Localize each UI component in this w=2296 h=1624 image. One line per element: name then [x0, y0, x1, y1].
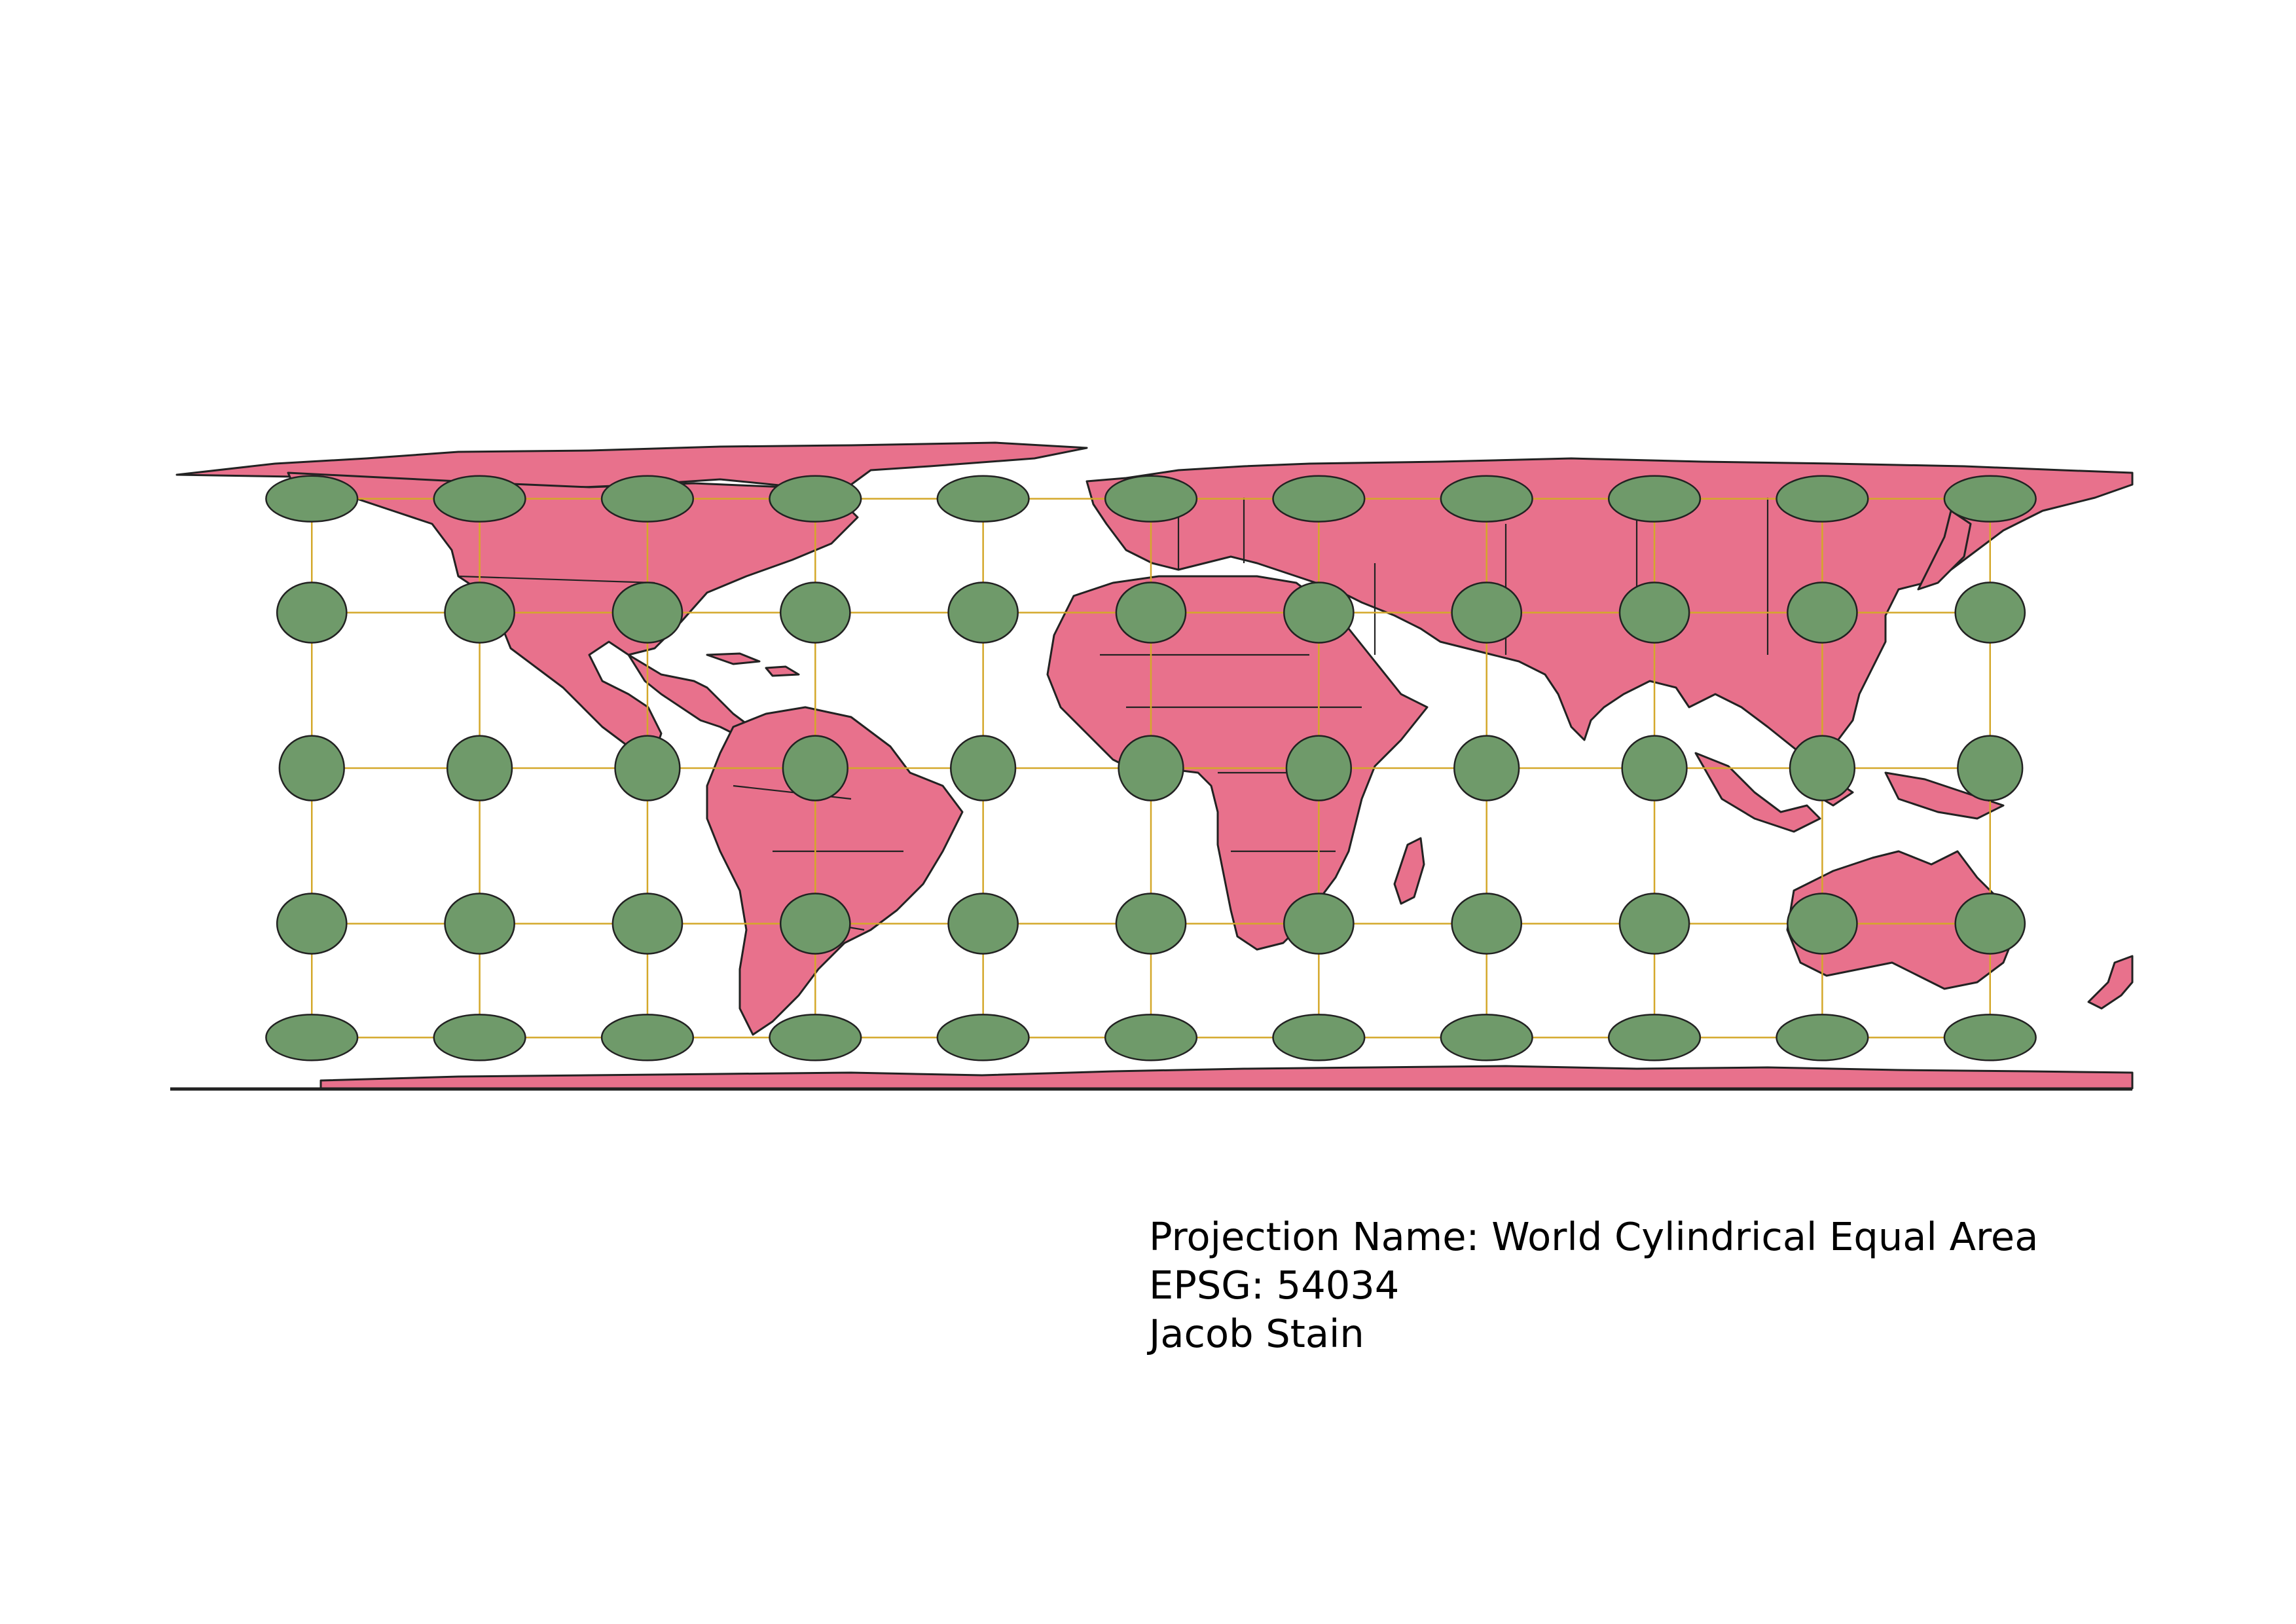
tissot-ellipse [433, 475, 526, 523]
tissot-ellipse [611, 893, 683, 955]
tissot-ellipse [276, 581, 348, 644]
tissot-ellipse [444, 581, 515, 644]
tissot-ellipse [1440, 1014, 1533, 1061]
tissot-ellipse [1283, 581, 1355, 644]
tissot-ellipse [1118, 735, 1184, 802]
land-japan [1917, 509, 1972, 591]
author-name: Jacob Stain [1149, 1311, 1364, 1356]
tissot-ellipse [936, 475, 1030, 523]
tissot-ellipse [936, 1014, 1030, 1061]
land-eurasia [1085, 457, 2134, 774]
tissot-ellipse [1787, 893, 1858, 955]
tissot-ellipse [1440, 475, 1533, 523]
tissot-ellipse [1776, 475, 1869, 523]
tissot-ellipse [1621, 735, 1688, 802]
tissot-ellipse [1776, 1014, 1869, 1061]
tissot-ellipse [600, 475, 695, 523]
tissot-ellipse [1272, 475, 1366, 523]
land-madagascar [1393, 837, 1425, 905]
tissot-ellipse [1283, 893, 1355, 955]
land-south-america [706, 706, 964, 1036]
tissot-ellipse [611, 581, 683, 644]
tissot-ellipse [769, 475, 862, 523]
tissot-ellipse [433, 1014, 526, 1061]
land-new-zealand [2087, 955, 2134, 1010]
tissot-ellipse [1607, 1014, 1702, 1061]
tissot-ellipse [1104, 1014, 1198, 1061]
tissot-ellipse [265, 475, 359, 523]
land-australia [1786, 850, 2018, 990]
tissot-ellipse [1787, 581, 1858, 644]
landmasses [175, 441, 2134, 1090]
epsg-code: EPSG: 54034 [1149, 1263, 1400, 1308]
tissot-ellipse [950, 735, 1017, 802]
tissot-ellipse [947, 893, 1019, 955]
tissot-ellipse [947, 581, 1019, 644]
tissot-ellipse [1957, 735, 2024, 802]
tissot-ellipse [1954, 581, 2026, 644]
tissot-ellipse [1607, 475, 1702, 523]
tissot-ellipse [769, 1014, 862, 1061]
tissot-ellipse [782, 735, 848, 802]
tissot-ellipse [779, 893, 851, 955]
land-africa [1046, 575, 1429, 951]
tissot-ellipse [1453, 735, 1520, 802]
projection-name: Projection Name: World Cylindrical Equal… [1149, 1214, 2039, 1259]
tissot-ellipse [1104, 475, 1198, 523]
land-caribbean [706, 652, 800, 677]
tissot-ellipse [1115, 581, 1187, 644]
tissot-ellipse [1285, 735, 1352, 802]
tissot-ellipse [276, 893, 348, 955]
tissot-ellipse [779, 581, 851, 644]
map-legend: Projection Name: World Cylindrical Equal… [1149, 1213, 2038, 1358]
tissot-ellipse [1451, 581, 1523, 644]
tissot-ellipse [1789, 735, 1856, 802]
tissot-ellipse [1115, 893, 1187, 955]
tissot-ellipse [278, 735, 345, 802]
land-antarctica [319, 1065, 2134, 1090]
tissot-ellipse [614, 735, 681, 802]
tissot-ellipse [1943, 475, 2037, 523]
tissot-ellipse [1618, 893, 1690, 955]
tissot-ellipse [446, 735, 513, 802]
tissot-ellipse [1954, 893, 2026, 955]
tissot-ellipse [1943, 1014, 2037, 1061]
tissot-ellipse [265, 1014, 359, 1061]
tissot-ellipse [1618, 581, 1690, 644]
tissot-ellipse [1451, 893, 1523, 955]
tissot-indicatrix [265, 475, 2037, 1061]
tissot-ellipse [1272, 1014, 1366, 1061]
tissot-ellipse [444, 893, 515, 955]
tissot-ellipse [600, 1014, 695, 1061]
